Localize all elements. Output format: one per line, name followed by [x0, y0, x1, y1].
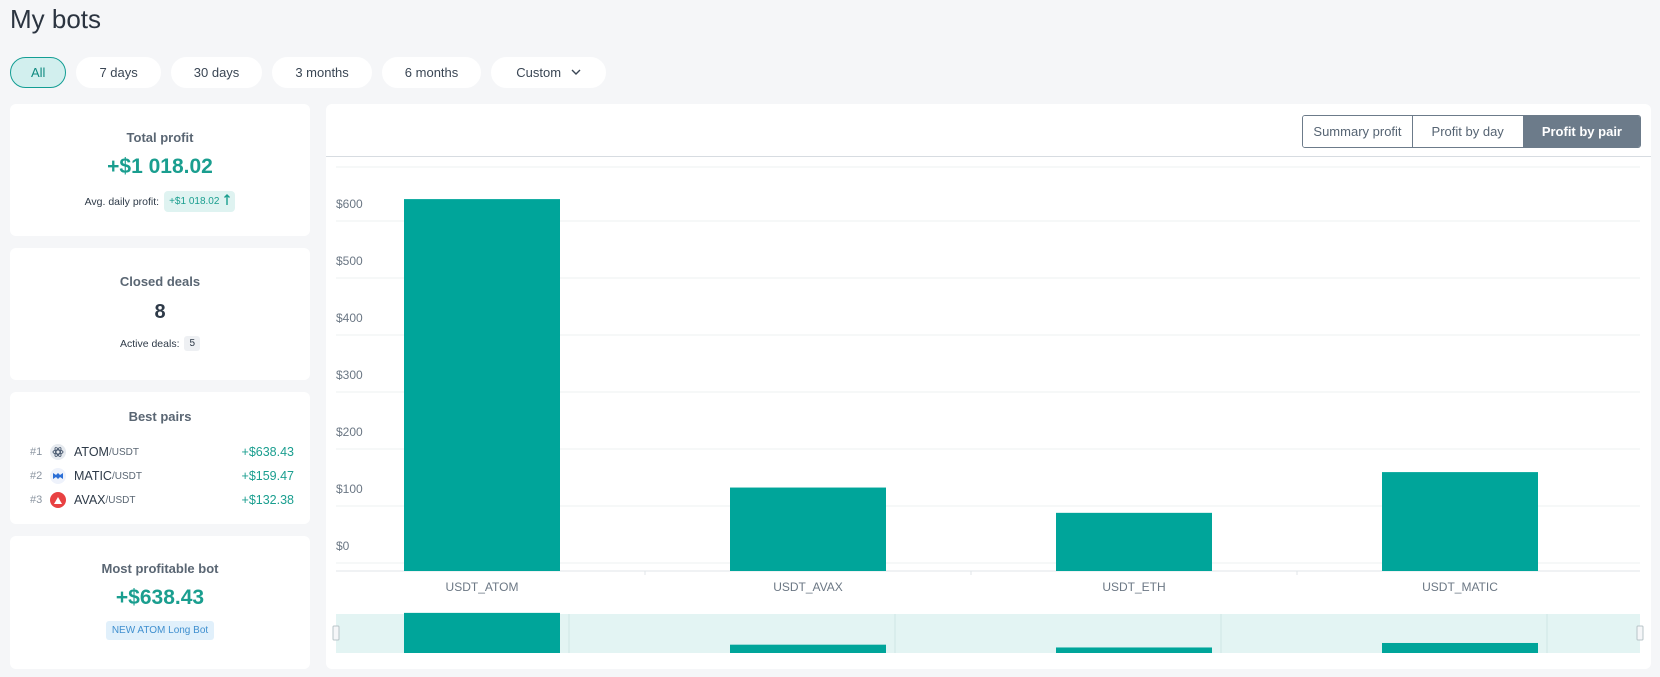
filter-label: 6 months — [404, 65, 459, 80]
pair-profit: +$159.47 — [241, 469, 294, 483]
y-tick-label: $600 — [336, 197, 363, 211]
navigator-bar — [730, 644, 886, 653]
total-profit-card: Total profit +$1 018.02 Avg. daily profi… — [10, 104, 310, 236]
avg-daily-badge: +$1 018.02 — [164, 191, 236, 212]
y-tick-label: $200 — [336, 425, 363, 439]
filter-label: Custom — [516, 65, 562, 80]
pair-quote: /USDT — [105, 494, 136, 506]
best-pairs-card: Best pairs #1 ATOM /USDT +$638.43 #2 MAT… — [10, 392, 310, 524]
filter-label: 7 days — [99, 65, 138, 80]
profit-by-pair-chart: $0 $100 $200 $300 $400 $500 $600 USDT_ATOM USDT_… — [332, 166, 1644, 653]
list-item: #2 MATIC /USDT +$159.47 — [30, 464, 294, 488]
filter-label: All — [31, 65, 46, 80]
navigator-bar — [404, 612, 560, 653]
y-tick-label: $0 — [336, 539, 350, 553]
x-tick-label: USDT_ETH — [1102, 580, 1165, 594]
tab-profit-by-day[interactable]: Profit by day — [1411, 116, 1523, 147]
y-tick-label: $100 — [336, 482, 363, 496]
navigator-handle[interactable] — [332, 625, 340, 641]
x-tick-label: USDT_AVAX — [773, 580, 843, 594]
closed-deals-value: 8 — [154, 301, 166, 323]
closed-deals-card: Closed deals 8 Active deals: 5 — [10, 248, 310, 380]
bot-tag-wrap: NEW ATOM Long Bot — [10, 620, 310, 640]
navigator-bar — [1056, 647, 1212, 653]
avg-daily-profit: Avg. daily profit: +$1 018.02 — [10, 191, 310, 212]
bar — [404, 199, 560, 571]
filter-7-days-button[interactable]: 7 days — [76, 57, 161, 88]
atom-icon — [50, 444, 66, 460]
bot-name-link[interactable]: NEW ATOM Long Bot — [105, 621, 215, 640]
most-profitable-bot-card: Most profitable bot +$638.43 NEW ATOM Lo… — [10, 536, 310, 669]
list-item: #1 ATOM /USDT +$638.43 — [30, 440, 294, 464]
pair-rank: #2 — [30, 470, 43, 482]
active-deals-label: Active deals: — [119, 337, 180, 350]
arrow-up-icon — [224, 194, 231, 209]
filter-all-button[interactable]: All — [10, 57, 67, 88]
filter-30-days-button[interactable]: 30 days — [170, 57, 263, 88]
filter-label: 3 months — [295, 65, 349, 80]
bar — [1382, 472, 1538, 571]
card-title: Closed deals — [119, 274, 201, 289]
pair-profit: +$638.43 — [241, 445, 294, 459]
avg-daily-label: Avg. daily profit: — [84, 195, 160, 208]
y-tick-label: $300 — [336, 368, 363, 382]
x-tick-label: USDT_ATOM — [446, 580, 519, 594]
y-tick-label: $400 — [336, 311, 363, 325]
pair-quote: /USDT — [111, 470, 142, 482]
pair-quote: /USDT — [108, 446, 139, 458]
filter-custom-dropdown[interactable]: Custom — [491, 57, 607, 88]
x-tick-label: USDT_MATIC — [1422, 580, 1498, 594]
best-pairs-list: #1 ATOM /USDT +$638.43 #2 MATIC /USDT +$… — [30, 440, 294, 512]
avg-daily-value: +$1 018.02 — [169, 196, 220, 207]
navigator-bar — [1382, 642, 1538, 653]
chevron-down-icon — [571, 66, 581, 78]
avax-icon — [50, 492, 66, 508]
filter-3-months-button[interactable]: 3 months — [272, 57, 372, 88]
pair-profit: +$132.38 — [241, 493, 294, 507]
active-deals: Active deals: 5 — [10, 336, 310, 351]
page-title: My bots — [10, 4, 102, 34]
card-title: Most profitable bot — [101, 561, 219, 576]
card-title: Total profit — [126, 130, 194, 145]
pair-rank: #3 — [30, 494, 43, 506]
matic-icon — [50, 468, 66, 484]
card-title: Best pairs — [128, 409, 192, 424]
pair-base: ATOM — [74, 445, 109, 459]
filter-6-months-button[interactable]: 6 months — [381, 57, 482, 88]
filter-label: 30 days — [193, 65, 240, 80]
most-profitable-value: +$638.43 — [115, 586, 205, 609]
chart-panel: $0 $100 $200 $300 $400 $500 $600 USDT_ATOM USDT_… — [326, 104, 1651, 669]
active-deals-count: 5 — [184, 336, 201, 351]
pair-base: AVAX — [74, 493, 106, 507]
chart-mode-tabs: Summary profit Profit by day Profit by p… — [1302, 115, 1641, 148]
total-profit-value: +$1 018.02 — [107, 155, 213, 178]
bar — [1056, 512, 1212, 571]
pair-rank: #1 — [30, 446, 43, 458]
navigator-handle[interactable] — [1636, 625, 1644, 641]
y-tick-label: $500 — [336, 254, 363, 268]
tab-summary-profit[interactable]: Summary profit — [1303, 116, 1412, 147]
bar — [730, 487, 886, 571]
pair-base: MATIC — [74, 469, 112, 483]
panel-divider — [326, 156, 1651, 157]
list-item: #3 AVAX /USDT +$132.38 — [30, 488, 294, 512]
period-filters: All 7 days 30 days 3 months 6 months Cus… — [10, 57, 607, 88]
tab-profit-by-pair[interactable]: Profit by pair — [1522, 116, 1640, 147]
